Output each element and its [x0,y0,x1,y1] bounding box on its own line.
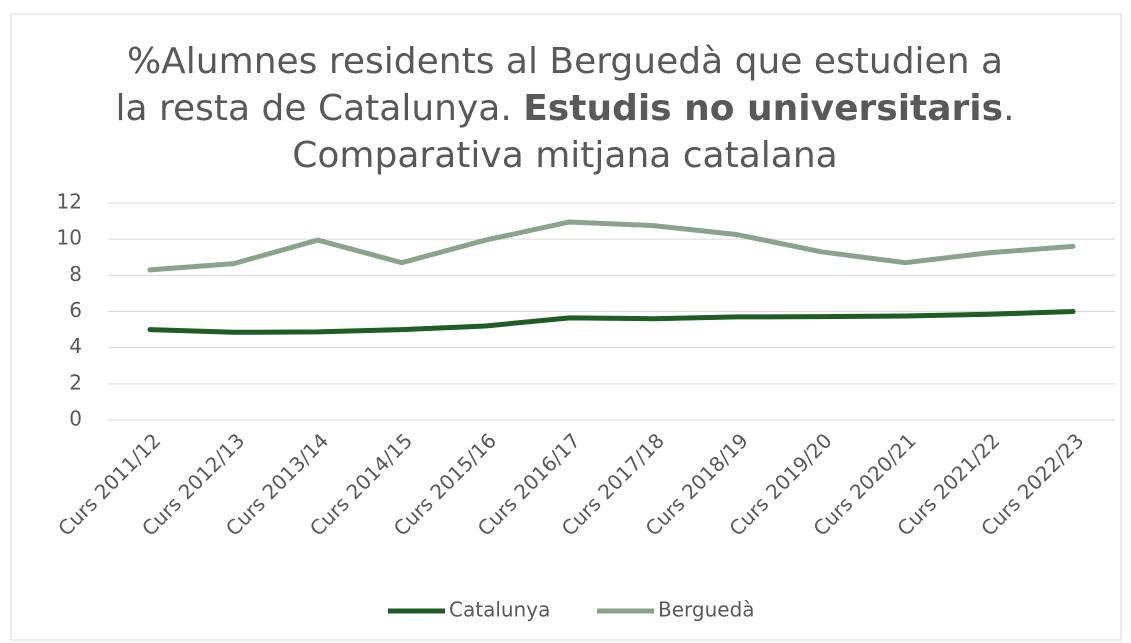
chart-border [10,13,1122,641]
line-series [147,309,1076,335]
chart-title: %Alumnes residents al Berguedà que estud… [115,38,1015,179]
y-tick-label: 6 [69,298,82,322]
title-part: Estudis no universitaris [523,88,1004,129]
line-series [147,219,1076,273]
y-tick-label: 10 [57,226,82,250]
legend-label: Berguedà [658,598,755,622]
y-tick-label: 8 [69,262,82,286]
title-part: %Alumnes residents al Berguedà que estud… [115,41,1004,129]
y-tick-label: 0 [69,407,82,431]
y-tick-label: 4 [69,334,82,358]
y-tick-label: 12 [57,190,82,214]
y-tick-label: 2 [69,370,82,394]
title-part: . Comparativa mitjana catalana [292,88,1015,176]
legend-label: Catalunya [449,598,550,622]
